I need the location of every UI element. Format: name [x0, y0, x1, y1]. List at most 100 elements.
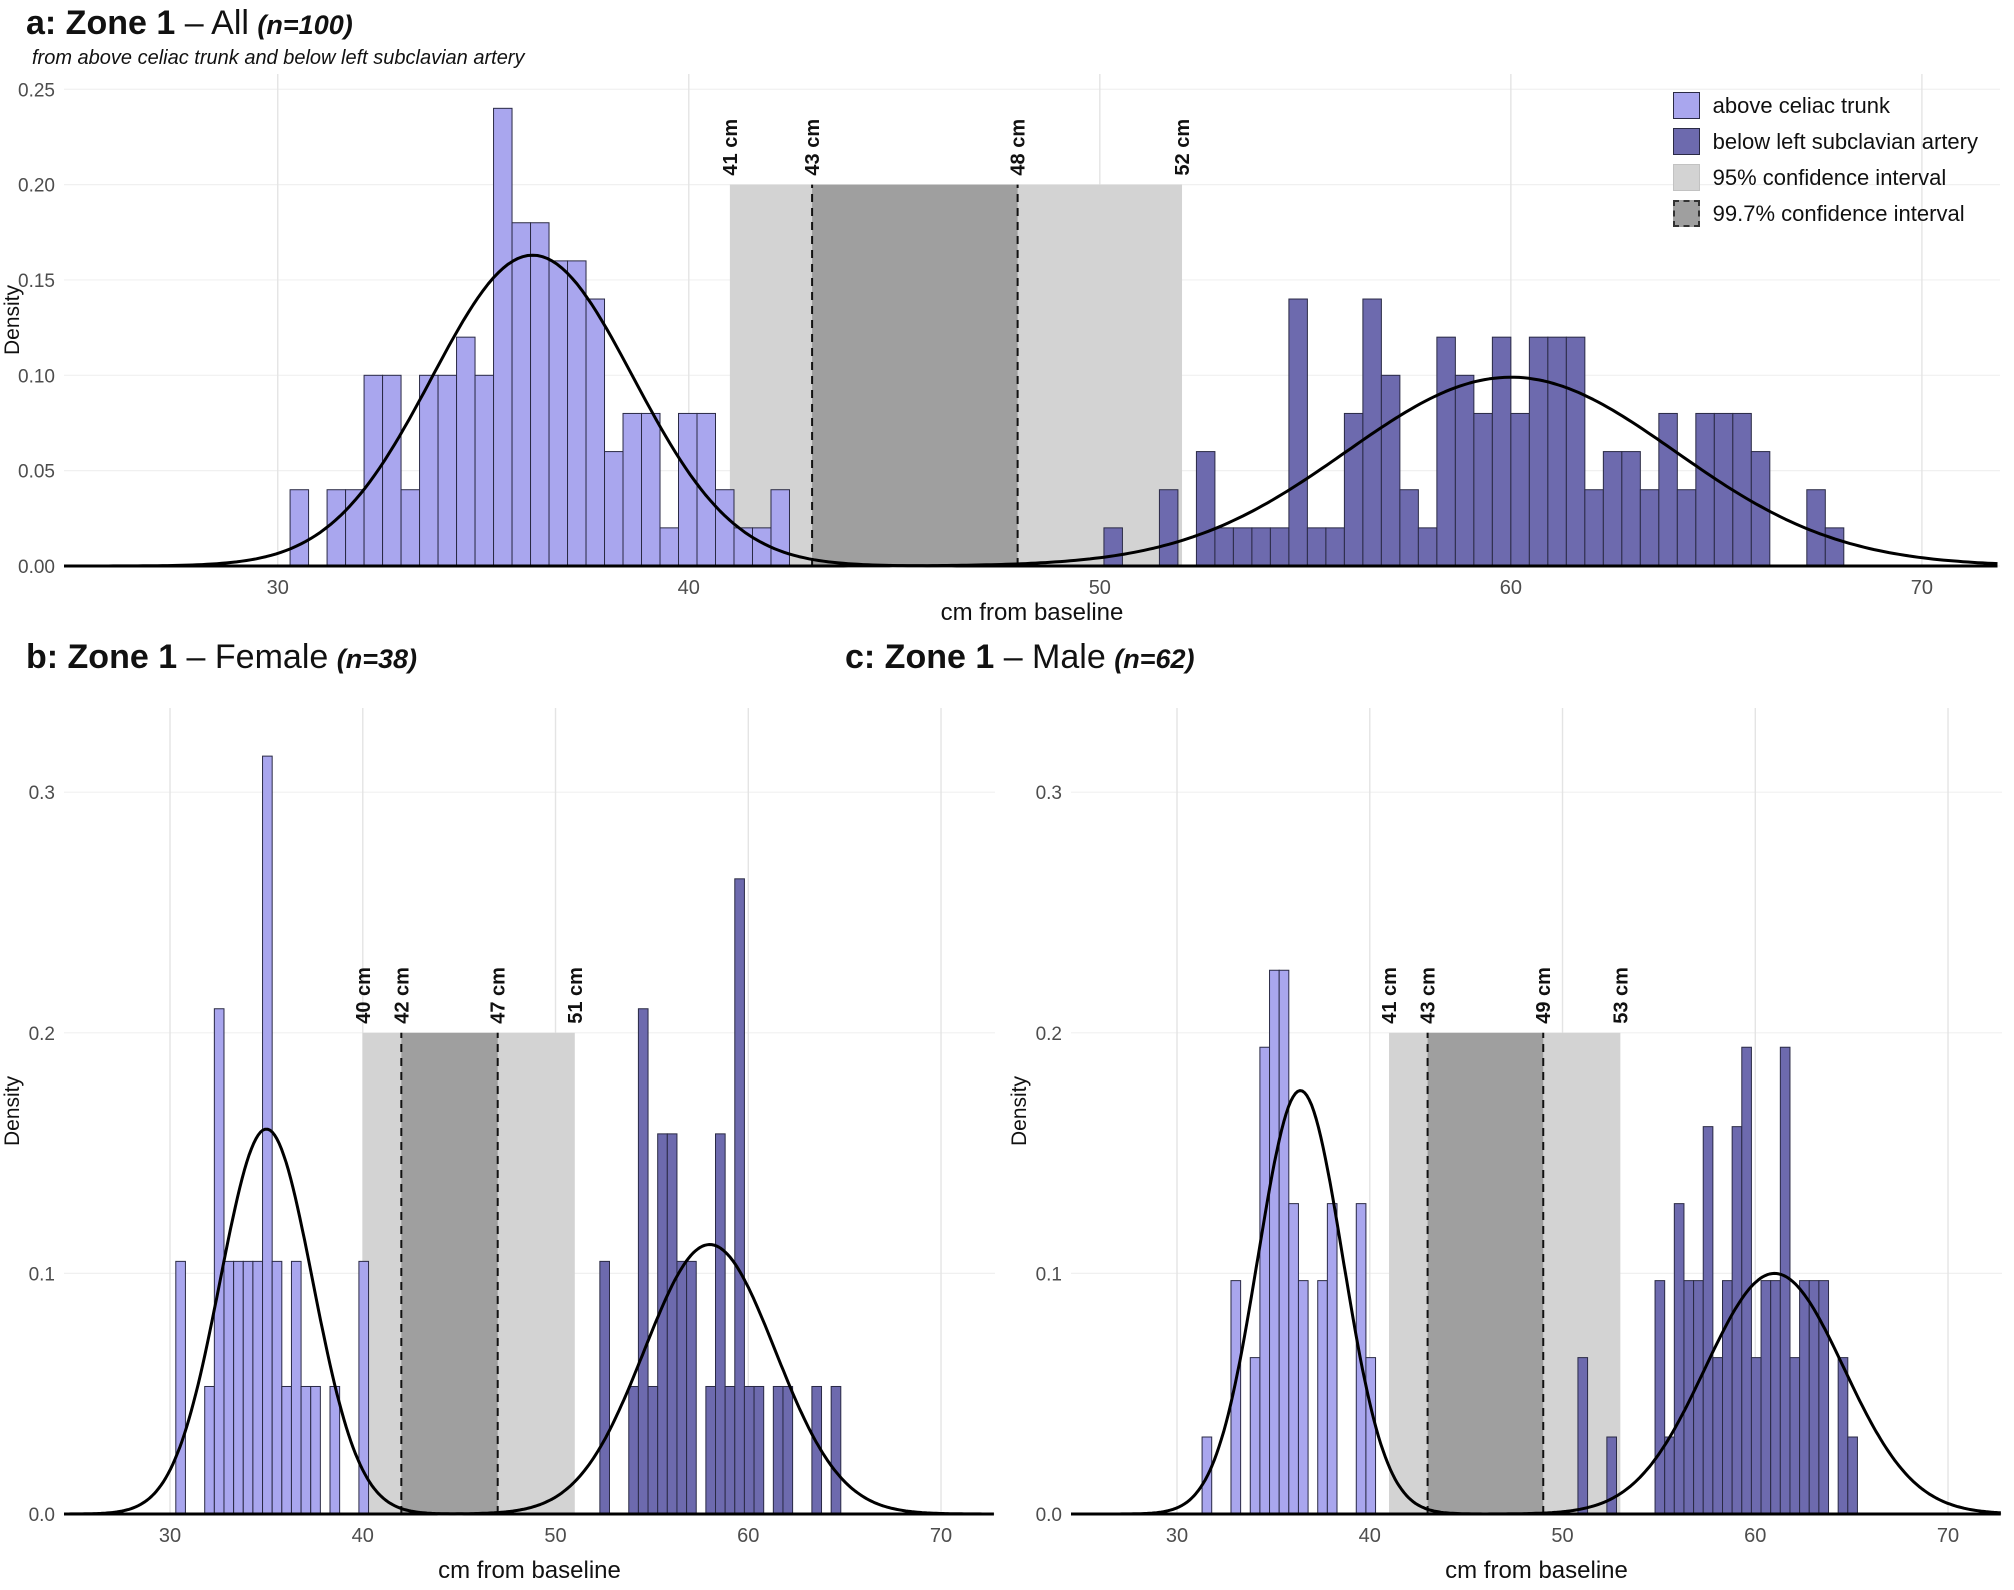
histogram-bar-dark [830, 1385, 842, 1515]
ci-boundary-label: 51 cm [565, 967, 587, 1024]
density-curve-dark [64, 375, 1998, 568]
histogram-bar-dark [647, 1385, 659, 1515]
histogram-bar-dark [1528, 336, 1549, 567]
y-tick-label: 0.15 [18, 271, 55, 292]
ci-boundary-label: 53 cm [1610, 967, 1632, 1024]
ci-boundary-label: 47 cm [488, 967, 510, 1024]
y-tick-label: 0.00 [18, 557, 55, 578]
histogram-bar-dark [1806, 489, 1826, 567]
y-axis-title: Density [1, 1075, 24, 1146]
histogram-bar-dark [734, 878, 745, 1515]
histogram-bar-dark [1750, 1357, 1762, 1515]
legend-item-above-celiac: above celiac trunk [1672, 92, 1978, 119]
histogram-bar-dark [1491, 336, 1512, 567]
histogram-bar-dark [1577, 1357, 1589, 1515]
histogram-bar-light [585, 298, 606, 567]
histogram-bar-dark [1693, 1280, 1704, 1515]
histogram-bar-light [262, 755, 273, 1515]
density-curve-light [64, 1127, 994, 1516]
histogram-bar-dark [1565, 336, 1586, 567]
histogram-bar-light [382, 374, 402, 567]
histogram-bar-light [281, 1385, 292, 1515]
panel-c-title-bold: c: Zone 1 [845, 638, 995, 676]
y-tick-label: 0.3 [29, 783, 55, 804]
histogram-bar-light [329, 1385, 341, 1515]
x-axis-title: cm from baseline [941, 599, 1124, 626]
x-tick-label: 30 [159, 1525, 181, 1547]
histogram-bar-dark [1547, 336, 1567, 567]
ci-boundary-label: 49 cm [1533, 967, 1555, 1024]
histogram-bar-dark [599, 1260, 610, 1515]
histogram-bar-dark [1399, 489, 1419, 567]
x-tick-label: 70 [1937, 1525, 1959, 1547]
histogram-bar-dark [1654, 1280, 1666, 1515]
histogram-bar-dark [1195, 451, 1216, 567]
x-tick-label: 70 [930, 1525, 952, 1547]
ci-boundary-label: 40 cm [353, 967, 375, 1024]
legend-label: above celiac trunk [1712, 92, 1890, 118]
histogram-bar-dark [657, 1133, 668, 1515]
histogram-bar-light [223, 1260, 235, 1515]
ci997-band [812, 184, 1018, 566]
histogram-bar-light [530, 222, 550, 567]
histogram-bar-light [242, 1260, 254, 1515]
x-tick-label: 40 [352, 1525, 374, 1547]
histogram-bar-dark [1584, 489, 1604, 567]
y-tick-label: 0.3 [1036, 783, 1062, 804]
histogram-bar-light [714, 489, 735, 567]
y-tick-label: 0.10 [18, 366, 55, 387]
histogram-bar-dark [1658, 412, 1678, 567]
legend-swatch-below-left-subclavian [1672, 128, 1700, 155]
legend-label: below left subclavian artery [1712, 128, 1978, 154]
histogram-bar-dark [1837, 1357, 1849, 1515]
histogram-bar-dark [1824, 527, 1845, 567]
x-tick-label: 50 [544, 1525, 566, 1547]
ci-boundary-label: 52 cm [1172, 119, 1194, 176]
histogram-bar-dark [1639, 489, 1660, 567]
histogram-bar-dark [1621, 451, 1641, 567]
histogram-bar-light [289, 489, 310, 567]
histogram-bar-dark [772, 1385, 784, 1515]
histogram-bar-light [252, 1260, 264, 1515]
panel-b-title-bold: b: Zone 1 [26, 638, 178, 676]
ci-boundary-label: 48 cm [1008, 119, 1030, 176]
histogram-bar-dark [1676, 489, 1697, 567]
histogram-bar-light [659, 527, 680, 567]
histogram-bar-dark [1510, 412, 1530, 567]
x-tick-label: 40 [1359, 1525, 1381, 1547]
histogram-bar-dark [676, 1260, 688, 1515]
histogram-bar-dark [743, 1385, 755, 1515]
density-curve-dark [64, 1243, 994, 1516]
histogram-bar-light [493, 107, 513, 567]
histogram-bar-dark [1417, 527, 1438, 567]
histogram-bar-light [1278, 969, 1290, 1515]
x-axis-title: cm from baseline [438, 1557, 621, 1584]
histogram-bar-light [604, 451, 624, 567]
histogram-bar-dark [1779, 1046, 1791, 1515]
x-tick-label: 60 [1744, 1525, 1766, 1547]
histogram-bar-dark [1818, 1280, 1830, 1515]
x-tick-label: 30 [1166, 1525, 1188, 1547]
histogram-bar-dark [1269, 527, 1290, 567]
histogram-bar-dark [1454, 374, 1475, 567]
panel-b-title: b: Zone 1 – Female (n=38) [26, 638, 417, 677]
histogram-bar-dark [1232, 527, 1253, 567]
x-tick-label: 60 [1500, 577, 1522, 599]
histogram-bar-light [1297, 1280, 1309, 1515]
histogram-bar-light [310, 1385, 321, 1515]
histogram-bar-dark [1712, 1357, 1724, 1515]
histogram-bar-dark [1158, 489, 1179, 567]
histogram-bar-dark [1673, 1203, 1685, 1515]
histogram-bar-dark [1380, 374, 1401, 567]
panel-a-subtitle: from above celiac trunk and below left s… [32, 47, 525, 69]
histogram-bar-light [567, 260, 587, 567]
x-tick-label: 50 [1551, 1525, 1573, 1547]
legend-label: 95% confidence interval [1712, 164, 1947, 190]
legend-swatch-above-celiac-trunk [1672, 92, 1700, 119]
y-tick-label: 0.2 [29, 1024, 55, 1045]
histogram-bar-light [1249, 1357, 1261, 1515]
histogram-bar-dark [686, 1260, 697, 1515]
histogram-bar-light [456, 336, 476, 567]
histogram-bar-light [437, 374, 458, 567]
